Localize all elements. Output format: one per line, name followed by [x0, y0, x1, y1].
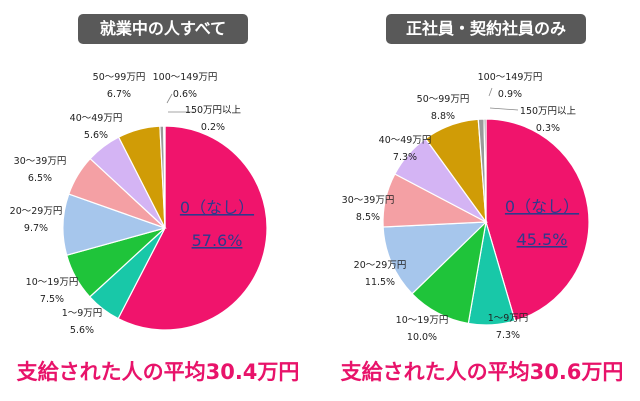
leader-line — [488, 87, 493, 97]
chart-panel-regular-contract: 正社員・契約社員のみ 0（なし） 45.5% 1～9万円 7.3% 10～19万円 10.… — [320, 0, 640, 401]
slice-label: 30～39万円 — [342, 195, 395, 206]
slice-label: 1～9万円 — [488, 313, 529, 324]
slice-value: 7.3% — [393, 152, 417, 163]
slice-value: 0.6% — [173, 89, 197, 100]
slice-label: 50～99万円 — [93, 72, 146, 83]
slice-label: 20～29万円 — [10, 206, 63, 217]
slice-label: 10～19万円 — [396, 315, 449, 326]
slice-value: 9.7% — [24, 223, 48, 234]
pie-slice — [485, 118, 590, 322]
chart-panel-all-employed: 就業中の人すべて 0（なし） 57.6% 1～9万円 5.6% 10～19万円 7.5% 2… — [10, 14, 300, 384]
average-note: 支給された人の平均30.6万円 — [340, 360, 624, 384]
slice-value: 8.8% — [431, 111, 455, 122]
slice-value: 5.6% — [84, 130, 108, 141]
slice-label: 10～19万円 — [26, 277, 79, 288]
chart-title: 就業中の人すべて — [78, 14, 248, 44]
slice-label: 50～99万円 — [417, 94, 470, 105]
slice-label: 100～149万円 — [153, 72, 218, 83]
slice-value: 10.0% — [407, 332, 437, 343]
pie-slice — [382, 221, 488, 295]
slice-label: 150万円以上 — [185, 105, 242, 116]
slice-value: 8.5% — [356, 212, 380, 223]
leader-line — [166, 93, 173, 104]
slice-value: 0.2% — [201, 122, 225, 133]
slice-value: 11.5% — [365, 277, 395, 288]
slice-label: 100～149万円 — [478, 72, 543, 83]
slice-value: 57.6% — [192, 231, 243, 250]
slice-label: 20～29万円 — [354, 260, 407, 271]
slice-label: 0（なし） — [505, 197, 579, 216]
slice-label: 1～9万円 — [62, 308, 103, 319]
pie-chart: 0（なし） 45.5% 1～9万円 7.3% 10～19万円 10.0% 20～29万円 11… — [342, 72, 590, 343]
slice-label: 40～49万円 — [379, 135, 432, 146]
slice-label: 30～39万円 — [14, 156, 67, 167]
slice-label: 150万円以上 — [520, 106, 577, 117]
chart-title: 正社員・契約社員のみ — [386, 14, 586, 44]
pie-slice — [117, 125, 268, 331]
average-note: 支給された人の平均30.4万円 — [16, 360, 300, 384]
pie-slice — [483, 118, 487, 223]
slice-value: 0.9% — [498, 89, 522, 100]
slice-value: 6.5% — [28, 173, 52, 184]
pie-slice — [163, 125, 166, 229]
slice-label: 40～49万円 — [70, 113, 123, 124]
slice-value: 7.3% — [496, 330, 520, 341]
pie-chart: 0（なし） 57.6% 1～9万円 5.6% 10～19万円 7.5% 20～29万円 9.7… — [10, 72, 268, 336]
leader-line — [489, 107, 519, 111]
slice-value: 5.6% — [70, 325, 94, 336]
slice-value: 6.7% — [107, 89, 131, 100]
slice-value: 45.5% — [517, 230, 568, 249]
slice-value: 7.5% — [40, 294, 64, 305]
slice-label: 0（なし） — [180, 198, 254, 217]
slice-value: 0.3% — [536, 123, 560, 134]
